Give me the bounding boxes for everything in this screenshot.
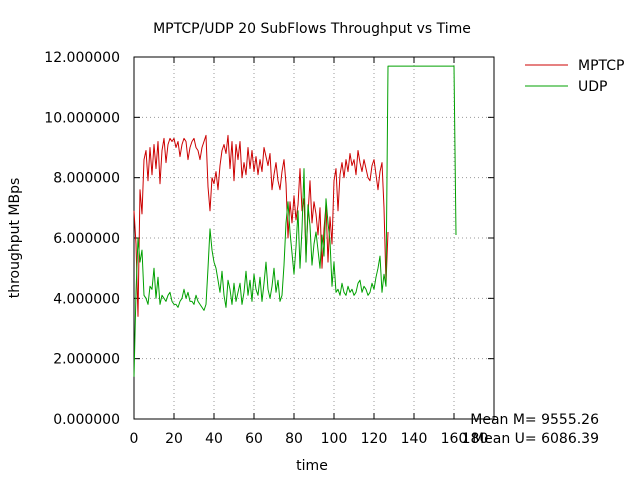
x-tick-label: 40	[205, 431, 223, 447]
series-lines	[133, 65, 457, 377]
x-tick-label: 20	[165, 431, 183, 447]
x-axis-label: time	[296, 458, 328, 474]
y-axis-label: throughput MBps	[7, 178, 23, 299]
y-tick-label: 6.000000	[53, 231, 120, 247]
annotation-mean-udp: Mean U= 6086.39	[472, 431, 599, 447]
annotation-mean-mptcp: Mean M= 9555.26	[470, 412, 599, 428]
y-tick-labels: 0.000000 2.000000 4.000000 6.000000 8.000000…	[44, 50, 120, 428]
x-tick-label: 160	[441, 431, 468, 447]
y-tick-label: 10.000000	[44, 110, 120, 126]
grid-lines	[134, 57, 494, 419]
y-tick-label: 8.000000	[53, 171, 120, 187]
y-tick-label: 12.000000	[44, 50, 120, 66]
x-tick-label: 120	[361, 431, 388, 447]
legend: MPTCP UDP	[525, 58, 624, 95]
series-line-mptcp	[133, 134, 389, 317]
y-tick-label: 0.000000	[53, 412, 120, 428]
x-tick-label: 0	[130, 431, 139, 447]
axis-ticks	[133, 56, 494, 420]
series-line-udp	[133, 65, 457, 377]
x-tick-label: 180	[462, 431, 489, 447]
x-tick-label: 140	[401, 431, 428, 447]
chart-title: MPTCP/UDP 20 SubFlows Throughput vs Time	[153, 21, 471, 37]
y-tick-label: 4.000000	[53, 291, 120, 307]
x-tick-label: 60	[245, 431, 263, 447]
legend-label-mptcp: MPTCP	[578, 58, 624, 74]
y-tick-label: 2.000000	[53, 352, 120, 368]
x-tick-label: 100	[321, 431, 348, 447]
legend-label-udp: UDP	[578, 79, 607, 95]
x-tick-label: 80	[285, 431, 303, 447]
